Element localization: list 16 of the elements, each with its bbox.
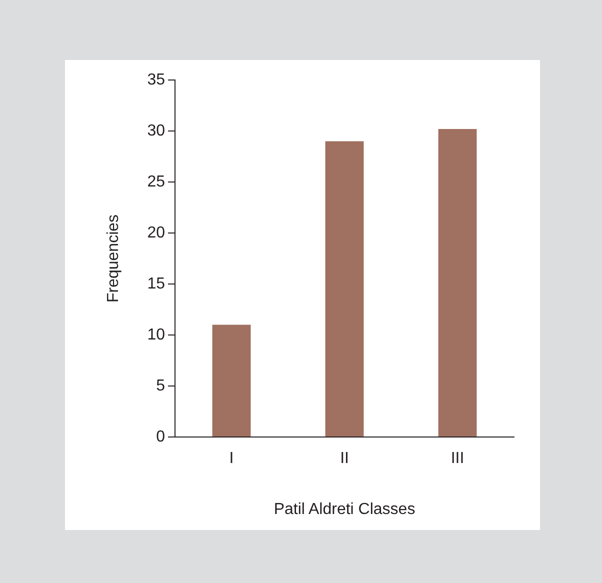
- x-axis-title: Patil Aldreti Classes: [274, 500, 416, 518]
- x-tick-label: I: [229, 450, 234, 468]
- y-tick-label: 30: [147, 122, 166, 140]
- y-tick-label: 5: [156, 377, 166, 394]
- y-tick-label: 20: [147, 224, 166, 242]
- y-tick-label: 0: [156, 428, 166, 446]
- y-tick-label: 25: [147, 173, 166, 190]
- y-tick-label: 35: [147, 71, 166, 88]
- bar: [438, 128, 477, 436]
- x-tick-label: III: [450, 450, 464, 468]
- x-tick-label: II: [340, 450, 349, 468]
- bar: [325, 141, 364, 436]
- bar: [212, 324, 251, 436]
- y-tick-label: 15: [147, 275, 166, 292]
- y-tick-label: 10: [147, 326, 166, 344]
- y-axis-title: Frequencies: [105, 214, 122, 303]
